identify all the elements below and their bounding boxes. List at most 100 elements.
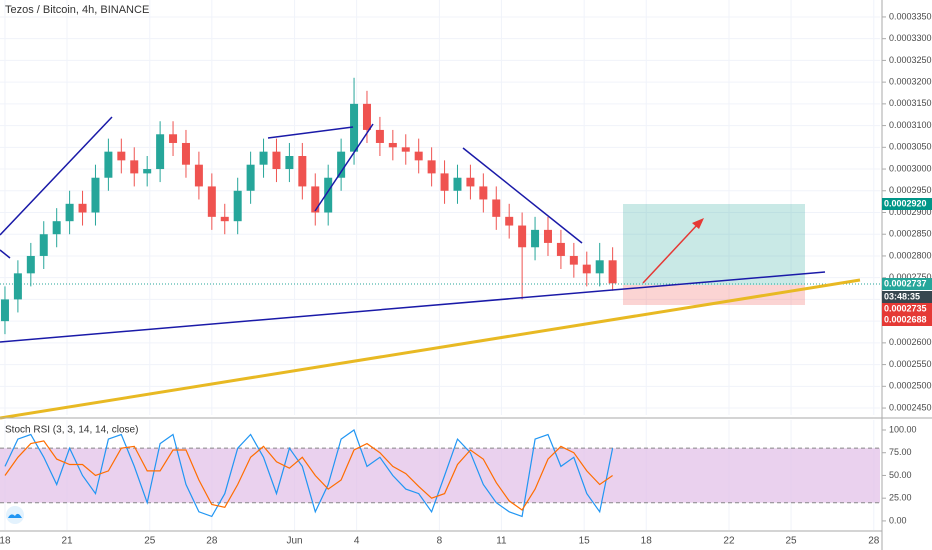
y-tick-label: 0.0003300 <box>889 33 932 43</box>
candle-body <box>285 156 294 170</box>
price-label-bg <box>882 198 932 210</box>
candle-body <box>220 216 229 222</box>
candle-body <box>543 229 552 243</box>
candle-body <box>492 199 501 217</box>
trendline <box>462 147 583 244</box>
y-tick-label: 100.00 <box>889 424 917 434</box>
y-tick-label: 0.0002750 <box>889 272 932 282</box>
trendline <box>0 271 826 343</box>
candle-body <box>39 234 48 256</box>
y-tick-label: 0.00 <box>889 515 907 525</box>
candle-body <box>181 142 190 165</box>
candle-body <box>595 260 604 274</box>
candle-body <box>362 103 371 130</box>
candle-body <box>259 151 268 165</box>
price-label: 03:48:35 <box>884 291 920 301</box>
price-label: 0.0002735 <box>884 303 927 313</box>
x-tick-label: 11 <box>496 536 507 547</box>
candle-body <box>324 177 333 213</box>
candle-body <box>78 203 87 213</box>
y-tick-label: 0.0002800 <box>889 250 932 260</box>
x-tick-label: Jun <box>287 536 303 547</box>
trendline <box>0 249 11 259</box>
trendline <box>267 126 354 139</box>
price-label-bg <box>882 314 932 326</box>
candle-body <box>401 147 410 152</box>
candle-body <box>91 177 100 213</box>
support-line <box>0 278 861 420</box>
candle-body <box>556 242 565 256</box>
y-tick-label: 50.00 <box>889 470 912 480</box>
trendlines <box>0 116 826 343</box>
candle-body <box>440 173 449 191</box>
candle-body <box>479 186 488 200</box>
candle-body <box>388 142 397 148</box>
candle-body <box>298 156 307 187</box>
x-tick-label: 18 <box>0 536 11 547</box>
candle-body <box>194 164 203 187</box>
indicator-line <box>4 440 613 511</box>
price-label-bg <box>882 291 932 303</box>
y-tick-label: 25.00 <box>889 493 912 503</box>
y-tick-label: 75.00 <box>889 447 912 457</box>
candle-body <box>569 255 578 265</box>
candle-body <box>207 186 216 217</box>
band <box>0 448 880 503</box>
price-label: 0.0002688 <box>884 314 927 324</box>
logo-icon[interactable] <box>8 513 22 518</box>
arrow <box>642 223 699 284</box>
trendline <box>0 116 113 236</box>
x-tick-label: 25 <box>144 536 156 547</box>
y-tick-label: 0.0002450 <box>889 402 932 412</box>
y-tick-label: 0.0002600 <box>889 337 932 347</box>
arrow-head <box>692 218 704 229</box>
candle-body <box>337 151 346 178</box>
x-tick-label: 15 <box>579 536 591 547</box>
candle-body <box>52 221 61 235</box>
logo[interactable] <box>6 506 24 524</box>
candles <box>0 77 617 335</box>
candle-body <box>272 151 281 170</box>
x-tick-label: 28 <box>868 536 880 547</box>
candle-body <box>13 273 22 300</box>
indicator <box>0 429 880 518</box>
candle-body <box>143 169 152 174</box>
y-tick-label: 0.0002550 <box>889 359 932 369</box>
candle-body <box>26 255 35 274</box>
candle-body <box>518 225 527 248</box>
axes: 18 21 25 28 Jun 4 8 11 15 18 22 25 28 0.0002450 0.0002… <box>0 11 932 547</box>
y-tick-label: 0.0003100 <box>889 120 932 130</box>
loss-zone <box>623 285 805 305</box>
candle-body <box>427 160 436 174</box>
y-tick-label: 0.0003250 <box>889 55 932 65</box>
candle-body <box>0 299 9 322</box>
candle-body <box>466 177 475 187</box>
candle-body <box>375 129 384 143</box>
candle-body <box>505 216 514 226</box>
candle-body <box>169 134 178 143</box>
y-tick-label: 0.0002850 <box>889 229 932 239</box>
candle-body <box>233 190 242 222</box>
candle-body <box>350 103 359 152</box>
y-tick-label: 0.0002950 <box>889 185 932 195</box>
x-tick-label: 18 <box>641 536 653 547</box>
chart-title: Tezos / Bitcoin, 4h, BINANCE <box>5 4 149 16</box>
candle-body <box>311 186 320 213</box>
indicator-title: Stoch RSI (3, 3, 14, 14, close) <box>5 425 138 436</box>
logo-bg[interactable] <box>6 506 24 524</box>
profit-zone <box>623 204 805 285</box>
price-label-bg <box>882 278 932 290</box>
candle-body <box>130 160 139 174</box>
trendline <box>314 123 374 212</box>
candle-body <box>453 177 462 191</box>
y-tick-label: 0.0003050 <box>889 142 932 152</box>
x-tick-label: 4 <box>354 536 360 547</box>
x-tick-label: 28 <box>206 536 218 547</box>
x-tick-label: 8 <box>437 536 443 547</box>
candle-body <box>156 134 165 170</box>
candle-body <box>608 260 617 284</box>
y-tick-label: 0.0003000 <box>889 163 932 173</box>
candle-body <box>65 203 74 222</box>
price-label: 0.0002920 <box>884 198 927 208</box>
